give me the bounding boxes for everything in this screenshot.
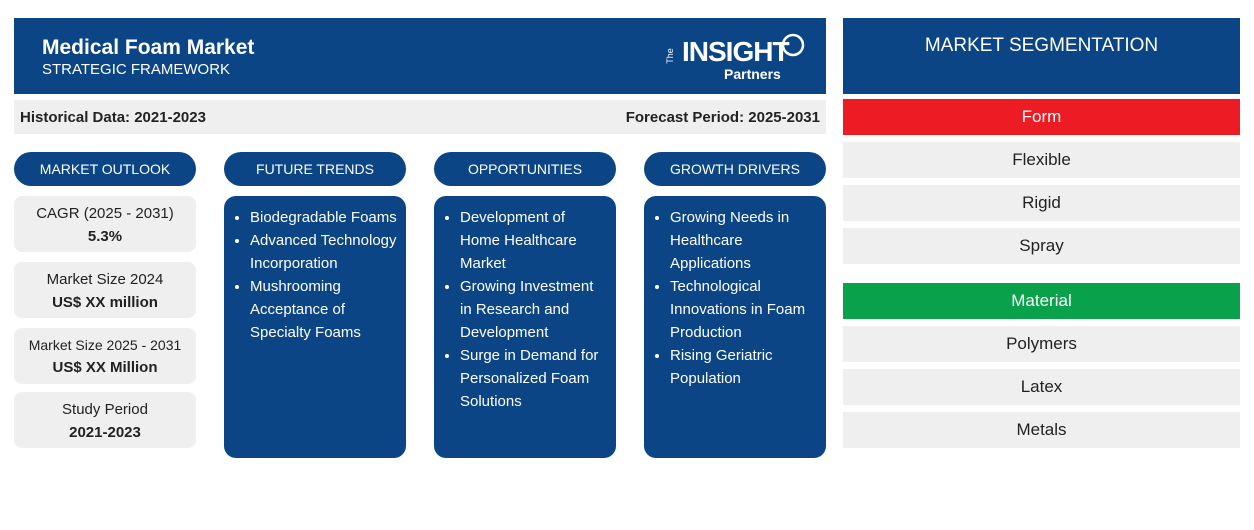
segment-item: Polymers: [843, 326, 1240, 362]
column-box: Biodegradable FoamsAdvanced Technology I…: [224, 196, 406, 458]
logo-ring: [781, 33, 805, 57]
forecast: Forecast Period: 2025-2031: [625, 109, 820, 126]
logo-sub: Partners: [724, 66, 781, 82]
bullet-item: Rising Geriatric Population: [670, 344, 818, 390]
column-title: OPPORTUNITIES: [434, 152, 616, 186]
outlook-value: 5.3%: [87, 228, 123, 245]
outlook-card: Market Size 2025 - 2031 US$ XX Million: [14, 328, 196, 384]
outlook-value: US$ XX Million: [52, 359, 158, 376]
outlook-label: CAGR (2025 - 2031): [36, 205, 174, 222]
title: Medical Foam Market: [42, 36, 255, 59]
bullet-item: Surge in Demand for Personalized Foam So…: [460, 344, 608, 413]
segment-group: Material: [843, 283, 1240, 319]
column-box: Development of Home Healthcare MarketGro…: [434, 196, 616, 458]
segmentation-title: MARKET SEGMENTATION: [843, 18, 1240, 94]
historical: Historical Data: 2021-2023: [20, 109, 206, 126]
bullet-item: Growing Needs in Healthcare Applications: [670, 206, 818, 275]
bullet-item: Biodegradable Foams: [250, 206, 398, 229]
outlook-label: Market Size 2025 - 2031: [28, 337, 182, 353]
logo-main: INSIGHT: [682, 36, 790, 67]
bullet-list: Biodegradable FoamsAdvanced Technology I…: [224, 196, 406, 344]
outlook-label: Study Period: [62, 401, 148, 418]
outlook-value: 2021-2023: [69, 424, 141, 441]
segment-group: Form: [843, 99, 1240, 135]
segment-item: Latex: [843, 369, 1240, 405]
bullet-item: Development of Home Healthcare Market: [460, 206, 608, 275]
bullet-list: Growing Needs in Healthcare Applications…: [644, 196, 826, 390]
column-title: FUTURE TRENDS: [224, 152, 406, 186]
logo-small: The: [664, 48, 675, 64]
outlook-card: Study Period 2021-2023: [14, 392, 196, 448]
header: Medical Foam Market STRATEGIC FRAMEWORK …: [14, 18, 826, 94]
outlook-title: MARKET OUTLOOK: [14, 152, 196, 186]
outlook-card: CAGR (2025 - 2031) 5.3%: [14, 196, 196, 252]
segment-item: Spray: [843, 228, 1240, 264]
column-title: GROWTH DRIVERS: [644, 152, 826, 186]
outlook-value: US$ XX million: [52, 294, 158, 311]
bullet-item: Growing Investment in Research and Devel…: [460, 275, 608, 344]
subtitle: STRATEGIC FRAMEWORK: [42, 61, 231, 78]
segment-item: Flexible: [843, 142, 1240, 178]
period-bar: Historical Data: 2021-2023 Forecast Peri…: [14, 100, 826, 134]
bullet-item: Mushrooming Acceptance of Specialty Foam…: [250, 275, 398, 344]
outlook-card: Market Size 2024 US$ XX million: [14, 262, 196, 318]
bullet-item: Technological Innovations in Foam Produc…: [670, 275, 818, 344]
segment-item: Metals: [843, 412, 1240, 448]
outlook-label: Market Size 2024: [46, 271, 164, 288]
segment-item: Rigid: [843, 185, 1240, 221]
bullet-item: Advanced Technology Incorporation: [250, 229, 398, 275]
column-box: Growing Needs in Healthcare Applications…: [644, 196, 826, 458]
bullet-list: Development of Home Healthcare MarketGro…: [434, 196, 616, 413]
